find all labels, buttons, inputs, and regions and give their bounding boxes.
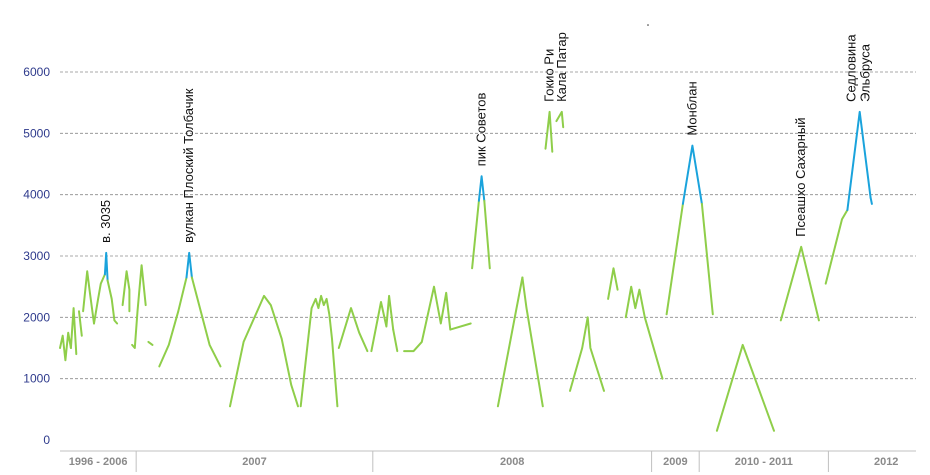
series-line: [93, 273, 106, 325]
annotation-label: Псеашхо Сахарный: [793, 118, 808, 237]
y-tick-label: 4000: [23, 188, 50, 202]
series-line: [496, 276, 524, 408]
peak-segment: [477, 175, 486, 202]
series-line: [544, 110, 554, 153]
series-line: [779, 245, 820, 322]
x-category-label: 2010 - 2011: [735, 456, 793, 468]
series-line: [190, 276, 222, 368]
x-category-label: 2009: [663, 456, 687, 468]
series-line: [147, 340, 154, 346]
series-line: [158, 276, 188, 368]
series-line: [607, 267, 619, 300]
series-line: [569, 316, 605, 392]
series-line: [337, 307, 369, 353]
annotations: в. 3035 вулкан Плоский Толбачик пик Совето…: [98, 32, 873, 243]
annotation-label: в. 3035: [98, 200, 113, 243]
annotation-label: СедловинаЭльбруса: [844, 34, 873, 102]
annotation-label: Гокио Ри: [542, 49, 557, 102]
series-lines: [59, 110, 873, 432]
series-line: [59, 331, 72, 362]
peak-segment: [103, 251, 109, 282]
y-tick-label: 5000: [23, 126, 50, 140]
annotation-label: вулкан Плоский Толбачик: [181, 88, 196, 243]
series-line: [69, 307, 78, 356]
series-line: [824, 209, 849, 285]
y-tick-label: 2000: [23, 310, 50, 324]
y-tick-label: 0: [43, 433, 50, 447]
series-line: [665, 202, 684, 316]
series-line: [121, 270, 131, 313]
x-category-label: 2012: [874, 456, 898, 468]
y-tick-label: 6000: [23, 65, 50, 79]
series-line: [299, 294, 339, 408]
annotation-label: Монблан: [684, 81, 699, 135]
annotation-label: Кала Патар: [554, 32, 569, 102]
series-line: [624, 285, 646, 319]
y-axis: 0 1000 2000 3000 4000 5000 6000: [23, 65, 50, 447]
series-line: [643, 316, 664, 380]
series-line: [82, 270, 95, 325]
y-tick-label: 1000: [23, 372, 50, 386]
peak-segment: [869, 196, 873, 205]
y-tick-label: 3000: [23, 249, 50, 263]
peak-segment: [846, 110, 872, 211]
x-category-label: 1996 - 2006: [69, 456, 128, 468]
series-line: [370, 294, 395, 353]
annotation-label: пик Советов: [474, 92, 489, 166]
series-line: [700, 202, 714, 316]
peak-segment: [681, 144, 703, 205]
series-line: [106, 279, 119, 325]
series-line: [229, 294, 299, 408]
series-line: [403, 285, 472, 353]
series-line: [555, 110, 565, 129]
series-line: [78, 310, 83, 337]
series-line: [131, 264, 147, 349]
peak-segment: [185, 251, 193, 279]
series-line: [392, 328, 399, 353]
x-category-label: 2007: [242, 456, 266, 468]
stray-dot: [647, 24, 649, 26]
x-axis: 1996 - 2006 2007 2008 2009 2010 - 2011 2012: [60, 450, 916, 472]
x-category-label: 2008: [500, 456, 524, 468]
series-line: [483, 199, 491, 270]
series-line: [471, 199, 480, 270]
series-line: [715, 343, 775, 432]
series-line: [521, 276, 544, 408]
